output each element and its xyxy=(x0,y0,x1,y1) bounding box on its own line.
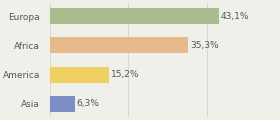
Bar xyxy=(50,37,188,53)
Bar xyxy=(50,67,109,83)
Bar xyxy=(50,8,219,24)
Text: 35,3%: 35,3% xyxy=(190,41,219,50)
Text: 6,3%: 6,3% xyxy=(76,99,99,108)
Bar xyxy=(50,96,74,112)
Text: 15,2%: 15,2% xyxy=(111,70,140,79)
Text: 43,1%: 43,1% xyxy=(221,12,249,21)
